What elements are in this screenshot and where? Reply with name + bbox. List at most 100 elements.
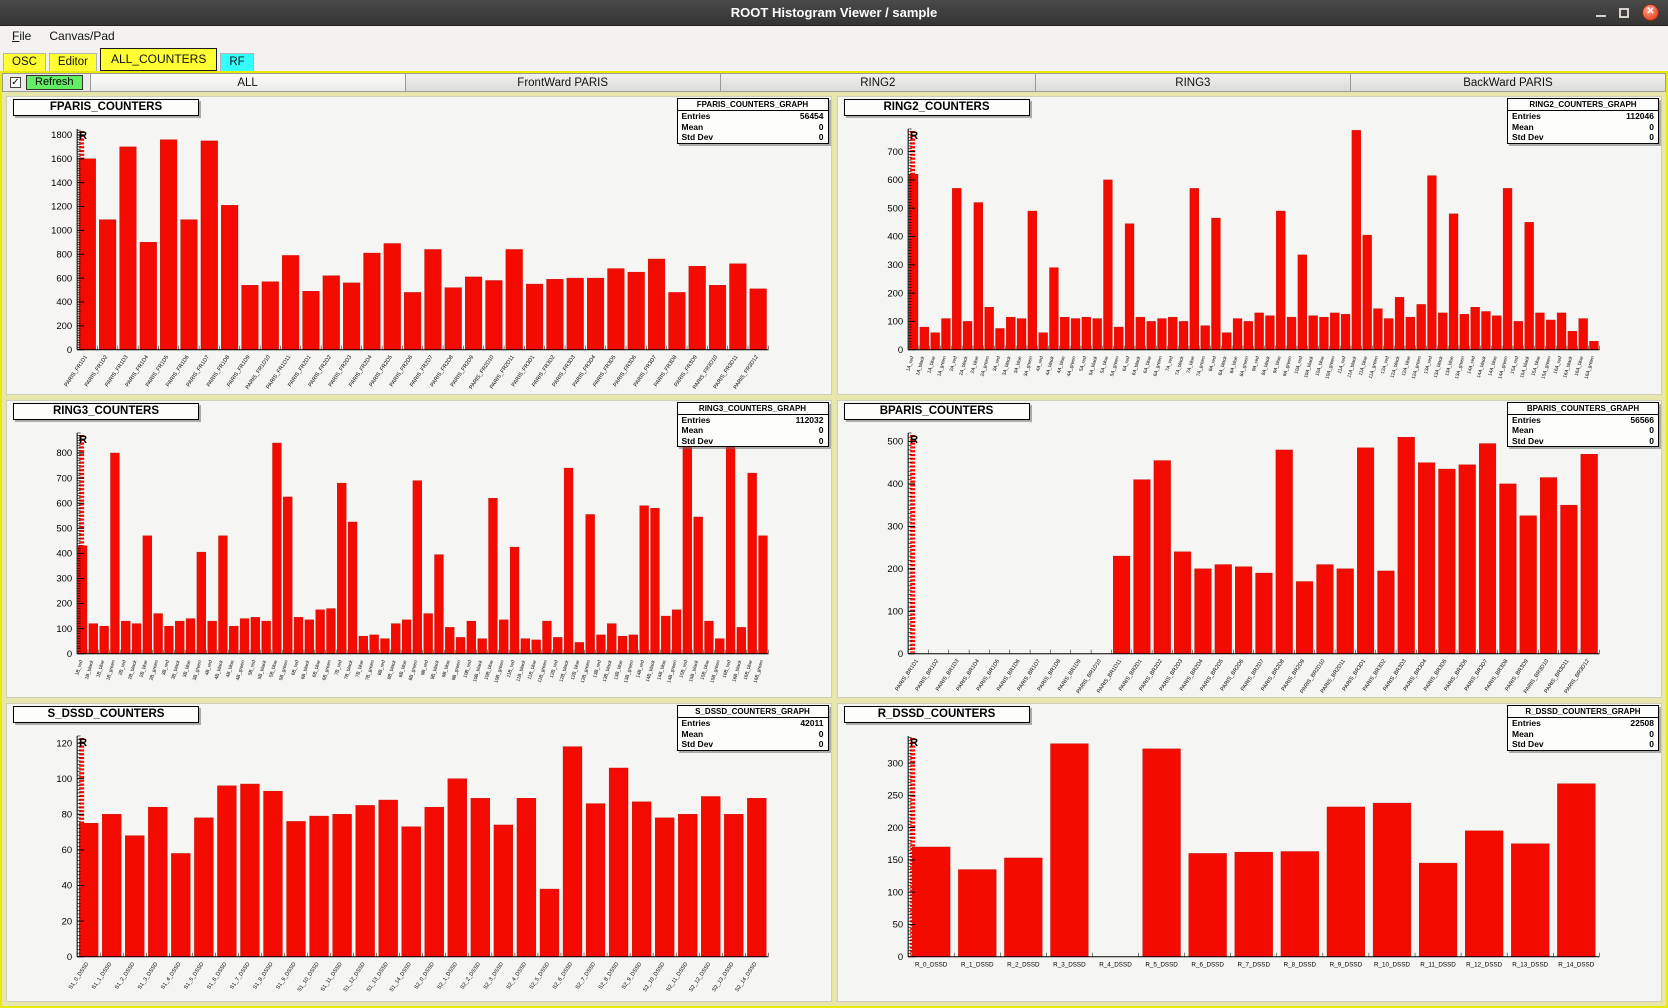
stats-box[interactable]: RING3_COUNTERS_GRAPH Entries 112032 Mean 0 S…: [676, 401, 829, 448]
svg-text:10A_red: 10A_red: [1293, 355, 1304, 374]
stats-box[interactable]: S_DSSD_COUNTERS_GRAPH Entries 42011 Mean 0 S…: [676, 705, 829, 751]
tab-osc[interactable]: OSC: [3, 53, 46, 71]
histogram-chart[interactable]: R020040060080010001200140016001800PARIS_…: [7, 97, 831, 394]
svg-text:S2_1_DSSD: S2_1_DSSD: [437, 962, 459, 991]
pad-title[interactable]: FPARIS_COUNTERS: [13, 99, 199, 116]
stats-box[interactable]: R_DSSD_COUNTERS_GRAPH Entries 22508 Mean 0 S…: [1507, 705, 1659, 751]
svg-text:8A_blue: 8A_blue: [1228, 355, 1239, 374]
stats-box[interactable]: BPARIS_COUNTERS_GRAPH Entries 56566 Mean 0 S…: [1507, 401, 1659, 448]
tab2-ring2[interactable]: RING2: [719, 73, 1036, 92]
svg-text:15A_green: 15A_green: [1540, 355, 1552, 379]
stats-row: Std Dev 0: [678, 739, 828, 750]
tab2-backward-paris[interactable]: BackWard PARIS: [1349, 73, 1666, 92]
svg-text:R_13_DSSD: R_13_DSSD: [1512, 962, 1548, 969]
svg-text:S1_13_DSSD: S1_13_DSSD: [366, 962, 390, 994]
histogram-pad: BPARIS_COUNTERS BPARIS_COUNTERS_GRAPH En…: [836, 399, 1662, 699]
svg-text:R_2_DSSD: R_2_DSSD: [1007, 962, 1040, 969]
svg-text:0: 0: [67, 649, 72, 660]
stats-label: Mean: [681, 728, 704, 739]
svg-text:6A_black: 6A_black: [1131, 355, 1142, 376]
svg-text:6A_green: 6A_green: [1152, 355, 1164, 377]
svg-text:1800: 1800: [51, 130, 72, 141]
tab-editor[interactable]: Editor: [48, 53, 97, 71]
stats-value: 0: [818, 132, 824, 142]
svg-text:6B_blue: 6B_blue: [311, 659, 322, 678]
svg-text:1A_green: 1A_green: [936, 355, 948, 377]
svg-text:16B_green: 16B_green: [753, 659, 765, 683]
tab2-all[interactable]: ALL: [89, 73, 406, 92]
pad-title[interactable]: S_DSSD_COUNTERS: [13, 706, 199, 724]
menu-file[interactable]: File: [12, 29, 32, 43]
tab2-ring3[interactable]: RING3: [1034, 73, 1351, 92]
svg-text:7B_green: 7B_green: [365, 659, 377, 681]
tab-rf[interactable]: RF: [220, 53, 254, 71]
svg-text:4A_blue: 4A_blue: [1056, 355, 1067, 374]
maximize-icon[interactable]: [1619, 7, 1629, 18]
stats-row: Mean 0: [678, 122, 828, 133]
svg-text:16A_black: 16A_black: [1562, 355, 1574, 379]
menu-canvas-pad[interactable]: Canvas/Pad: [49, 29, 115, 43]
tab2-frontward-paris[interactable]: FrontWard PARIS: [404, 73, 721, 92]
stats-title: RING2_COUNTERS_GRAPH: [1508, 99, 1658, 111]
svg-text:3A_blue: 3A_blue: [1012, 355, 1023, 374]
svg-text:14A_green: 14A_green: [1497, 355, 1509, 379]
pad-title[interactable]: R_DSSD_COUNTERS: [843, 706, 1030, 724]
svg-text:10A_blue: 10A_blue: [1314, 355, 1325, 376]
svg-text:13A_blue: 13A_blue: [1444, 355, 1455, 376]
svg-text:10B_black: 10B_black: [472, 659, 484, 683]
svg-text:3B_blue: 3B_blue: [182, 659, 193, 678]
histogram-chart[interactable]: R0100200300400500PARIS_BR1D1PARIS_BR1D2P…: [838, 401, 1662, 698]
stats-box[interactable]: FPARIS_COUNTERS_GRAPH Entries 56454 Mean 0 S…: [676, 98, 829, 144]
stats-label: Std Dev: [1512, 435, 1544, 446]
stats-label: Entries: [681, 111, 711, 121]
svg-text:600: 600: [56, 273, 72, 284]
tab-all-counters[interactable]: ALL_COUNTERS: [99, 48, 218, 71]
svg-text:11A_green: 11A_green: [1367, 355, 1379, 379]
stats-value: 0: [818, 739, 824, 750]
minimize-icon[interactable]: [1596, 8, 1606, 17]
svg-text:4B_green: 4B_green: [235, 659, 247, 681]
svg-text:500: 500: [887, 203, 903, 214]
svg-text:S2_5_DSSD: S2_5_DSSD: [529, 962, 551, 991]
pad-title[interactable]: RING2_COUNTERS: [843, 99, 1030, 116]
stats-row: Mean 0: [678, 729, 828, 740]
svg-text:9A_red: 9A_red: [1251, 355, 1261, 372]
svg-text:14B_green: 14B_green: [666, 659, 678, 683]
svg-text:2A_red: 2A_red: [948, 355, 958, 372]
svg-text:60: 60: [62, 845, 73, 856]
svg-text:200: 200: [56, 321, 72, 332]
svg-text:300: 300: [887, 759, 903, 770]
svg-text:1B_black: 1B_black: [84, 659, 95, 680]
stats-value: 0: [818, 425, 824, 436]
stats-title: FPARIS_COUNTERS_GRAPH: [677, 99, 828, 111]
stats-value: 112032: [795, 414, 824, 425]
svg-text:15B_red: 15B_red: [679, 659, 690, 678]
svg-text:6B_black: 6B_black: [300, 659, 311, 680]
svg-text:12B_black: 12B_black: [559, 659, 571, 683]
svg-text:1B_blue: 1B_blue: [95, 659, 106, 678]
svg-text:R_9_DSSD: R_9_DSSD: [1329, 962, 1362, 969]
svg-text:400: 400: [56, 548, 72, 559]
svg-text:15A_blue: 15A_blue: [1530, 355, 1541, 376]
svg-text:S1_10_DSSD: S1_10_DSSD: [297, 962, 321, 994]
stats-box[interactable]: RING2_COUNTERS_GRAPH Entries 112046 Mean 0 S…: [1507, 98, 1659, 144]
stats-label: Std Dev: [681, 132, 714, 142]
pad-title[interactable]: BPARIS_COUNTERS: [843, 402, 1030, 420]
svg-text:5A_red: 5A_red: [1078, 355, 1088, 372]
svg-text:200: 200: [887, 564, 903, 575]
close-icon[interactable]: ✕: [1642, 4, 1659, 21]
refresh-button[interactable]: Refresh: [26, 75, 83, 90]
svg-text:R: R: [910, 737, 918, 749]
svg-text:4B_red: 4B_red: [204, 659, 214, 676]
histogram-chart[interactable]: R 0 50 100 150 200 250 300 R_0_DSSD R_1_DSSD R_2_D…: [838, 704, 1662, 1001]
svg-text:120: 120: [56, 739, 72, 750]
refresh-checkbox[interactable]: ✓: [10, 77, 21, 88]
content-area: ✓ Refresh ALL FrontWard PARIS RING2 RING3 Ba…: [0, 71, 1668, 1008]
titlebar[interactable]: ROOT Histogram Viewer / sample ✕: [0, 0, 1668, 26]
pad-title[interactable]: RING3_COUNTERS: [13, 402, 199, 420]
histogram-chart[interactable]: R 0 100 200 300 400 500 600 700 800 1B_red 1B_black…: [7, 401, 831, 698]
svg-text:2A_blue: 2A_blue: [969, 355, 980, 374]
svg-text:200: 200: [56, 598, 72, 609]
